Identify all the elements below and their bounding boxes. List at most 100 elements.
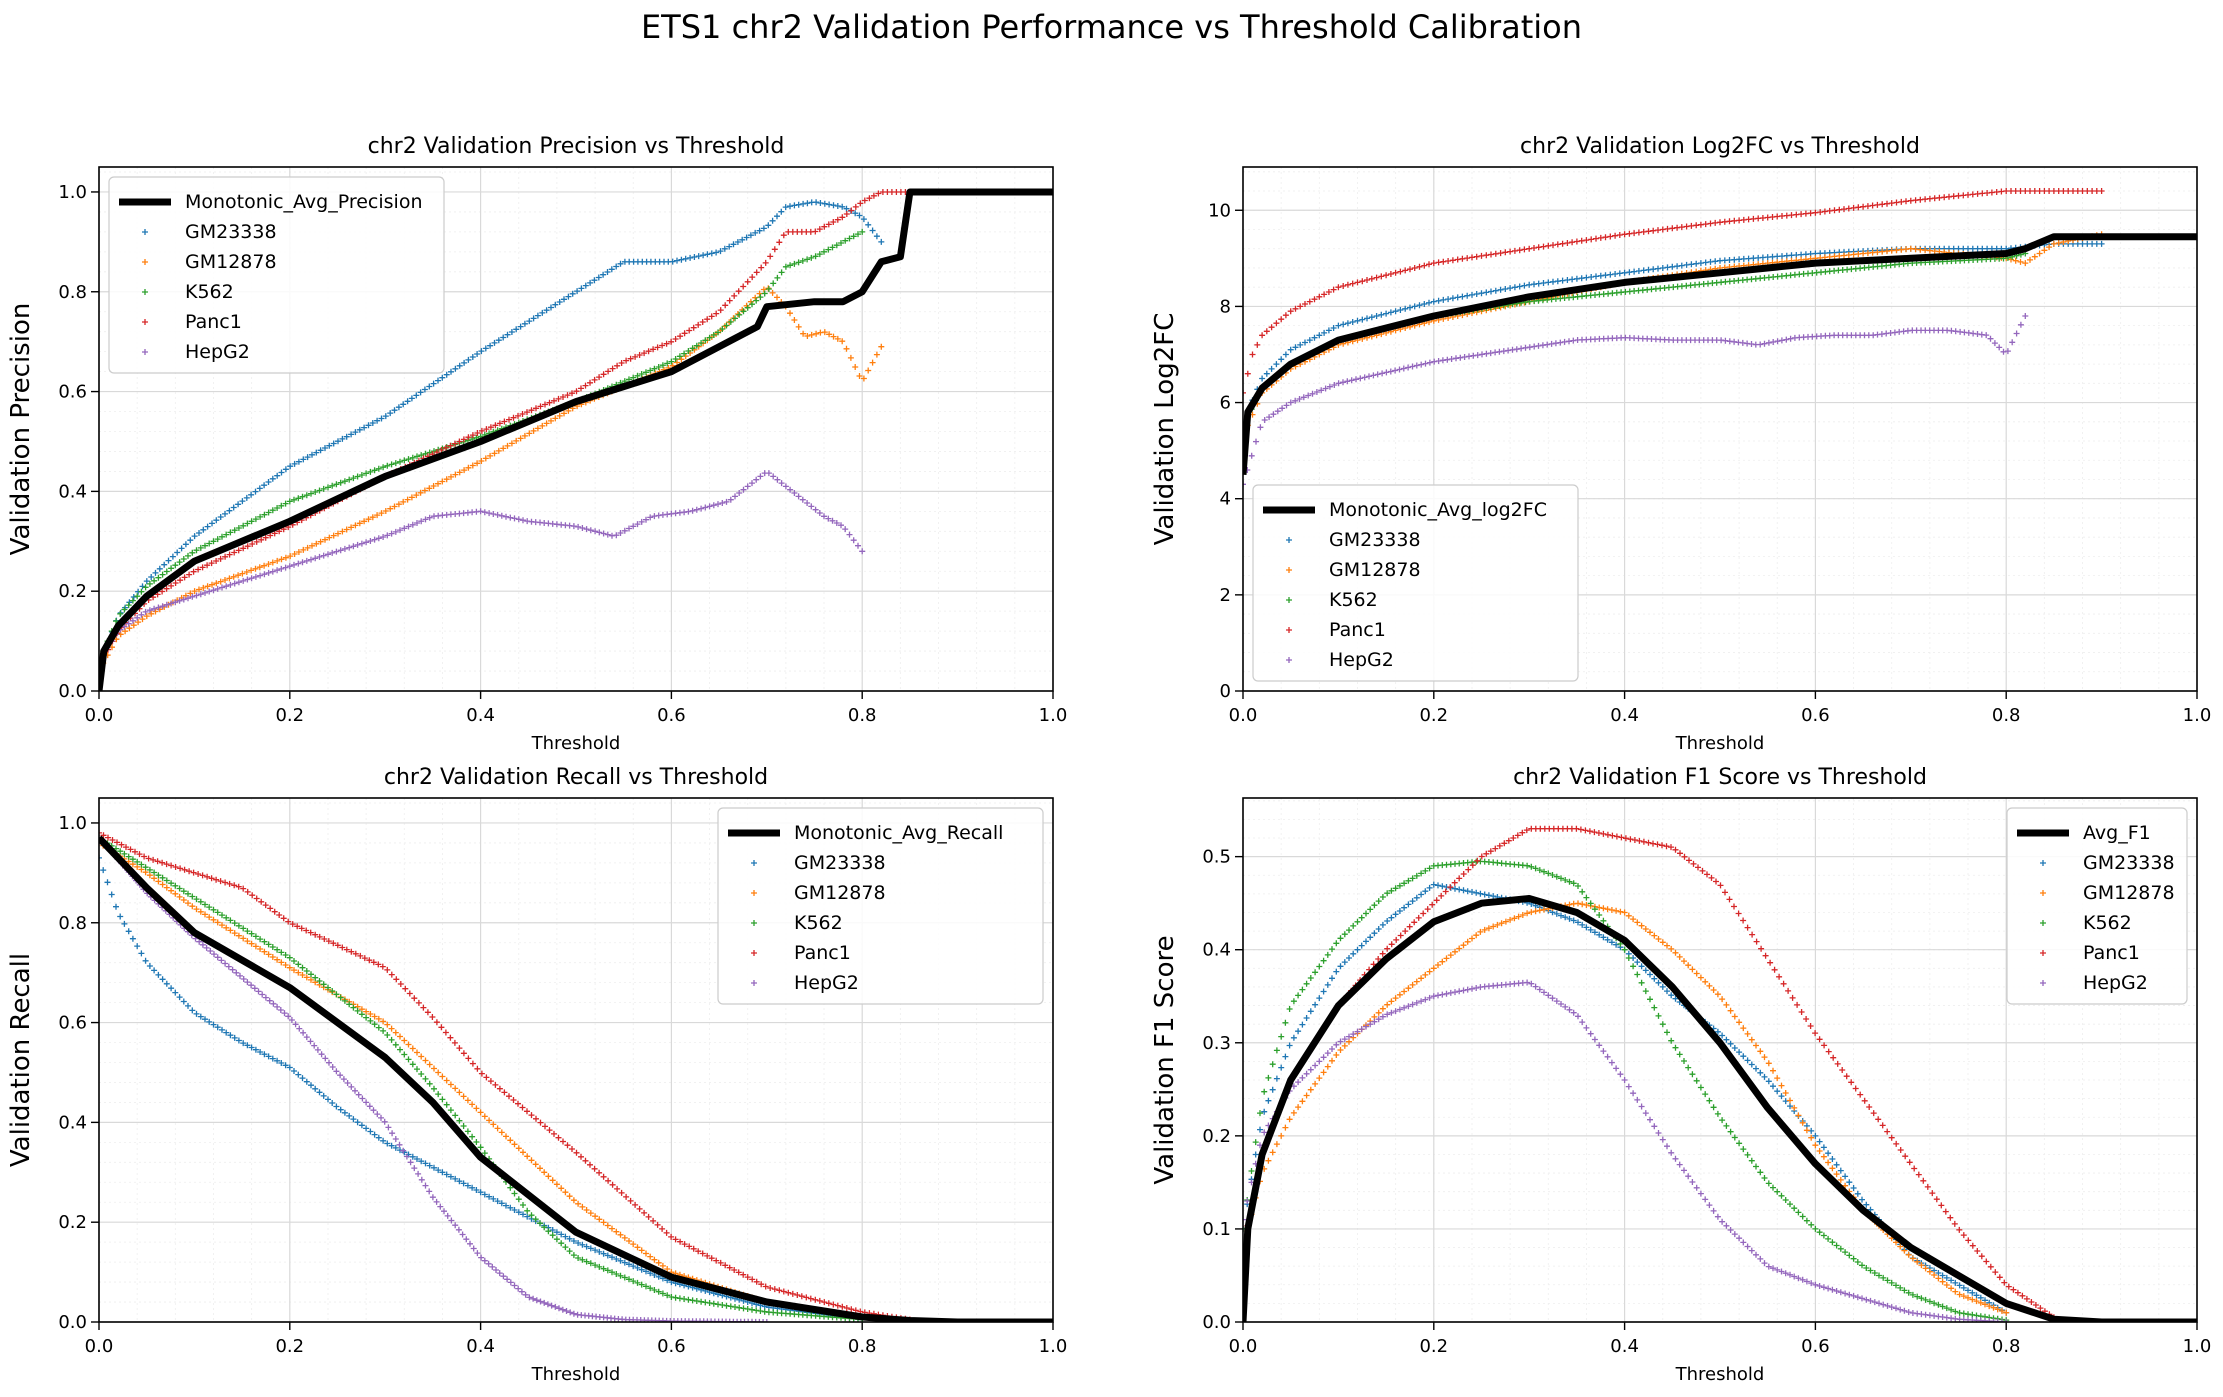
series-k562 xyxy=(1243,858,2010,1322)
y-tick-label: 0.6 xyxy=(58,1013,87,1034)
panel-title: chr2 Validation Log2FC vs Threshold xyxy=(1520,134,1920,159)
panel-4: 0.0 0.2 0.4 0.6 0.8 1.0 0.0 0.1 0.2 0.3 0.4 0.5 chr2… xyxy=(1150,765,2211,1385)
x-tick-label: 0.0 xyxy=(85,1336,114,1357)
legend-entry-avg-f1: Avg_F1 xyxy=(2017,822,2151,844)
y-tick-label: 8 xyxy=(1220,296,1231,317)
legend-label: K562 xyxy=(1329,589,1378,611)
y-tick-label: 0.6 xyxy=(58,382,87,403)
legend-label: GM23338 xyxy=(2083,852,2175,874)
legend-label: GM23338 xyxy=(1329,529,1421,551)
legend-entry-gm23338: GM23338 xyxy=(1286,529,1421,551)
series-hepg2 xyxy=(99,834,770,1322)
y-axis-label: Validation F1 Score xyxy=(1150,935,1180,1184)
legend-label: Panc1 xyxy=(185,311,242,333)
series-gm23338 xyxy=(99,199,885,669)
legend: Monotonic_Avg_Recall GM23338 GM12878 K562 Pa… xyxy=(717,807,1044,1005)
series-panc1 xyxy=(1243,825,2057,1321)
x-axis-label: Threshold xyxy=(1675,1364,1765,1385)
legend-label: GM12878 xyxy=(1329,559,1421,581)
plot-area xyxy=(1243,825,2197,1322)
legend: Monotonic_Avg_log2FC GM23338 GM12878 K562 Pa… xyxy=(1252,484,1579,682)
x-tick-label: 0.8 xyxy=(848,1336,877,1357)
x-tick-label: 0.2 xyxy=(275,1336,304,1357)
legend-entry-k562: K562 xyxy=(751,912,843,934)
series-markers xyxy=(1243,858,2010,1322)
series-markers xyxy=(99,199,885,669)
legend: Monotonic_Avg_Precision GM23338 GM12878 K56… xyxy=(108,176,445,374)
axes-frame xyxy=(98,166,1054,692)
series-markers xyxy=(1243,825,2057,1321)
legend-marker xyxy=(2040,980,2046,986)
legend-label: Avg_F1 xyxy=(2083,822,2151,844)
legend-label: Monotonic_Avg_Precision xyxy=(185,191,423,213)
legend-label: HepG2 xyxy=(2083,972,2148,994)
axes-frame xyxy=(98,797,1054,1323)
y-tick-label: 0.4 xyxy=(1202,940,1231,961)
legend-entry-panc1: Panc1 xyxy=(2040,942,2140,964)
series-markers xyxy=(99,854,866,1322)
legend-entry-gm12878: GM12878 xyxy=(142,251,277,273)
legend-entry-hepg2: HepG2 xyxy=(1286,649,1394,671)
avg-line xyxy=(99,835,1053,1322)
y-tick-label: 0.5 xyxy=(1202,847,1231,868)
x-tick-label: 0.6 xyxy=(657,705,686,726)
legend-label: HepG2 xyxy=(185,341,250,363)
legend-marker xyxy=(142,289,148,295)
panel-title: chr2 Validation Precision vs Threshold xyxy=(368,134,785,159)
legend-label: Monotonic_Avg_log2FC xyxy=(1329,499,1547,521)
x-tick-label: 0.8 xyxy=(848,705,877,726)
legend-marker xyxy=(751,890,757,896)
panel-title: chr2 Validation Recall vs Threshold xyxy=(384,765,768,790)
series-markers xyxy=(99,834,770,1322)
y-tick-label: 4 xyxy=(1220,489,1231,510)
x-tick-label: 0.6 xyxy=(1801,705,1830,726)
y-tick-label: 2 xyxy=(1220,585,1231,606)
legend-entry-panc1: Panc1 xyxy=(1286,619,1386,641)
y-axis-label: Validation Precision xyxy=(6,303,36,556)
legend-entry-hepg2: HepG2 xyxy=(751,972,859,994)
panel-1: 0.0 0.2 0.4 0.6 0.8 1.0 0.0 0.2 0.4 0.6 0.8 1.0 chr2… xyxy=(6,134,1067,754)
legend-marker xyxy=(1286,657,1292,663)
series-gm12878 xyxy=(1243,900,2010,1316)
legend-label: Panc1 xyxy=(2083,942,2140,964)
x-tick-label: 0.0 xyxy=(1229,705,1258,726)
legend-box xyxy=(1252,484,1579,682)
legend-label: GM23338 xyxy=(794,852,886,874)
legend-marker xyxy=(142,319,148,325)
plot-area xyxy=(99,829,1053,1322)
y-axis-label: Validation Recall xyxy=(6,953,36,1167)
series-hepg2 xyxy=(1243,979,2010,1322)
legend: Avg_F1 GM23338 GM12878 K562 Panc1 HepG2 xyxy=(2006,807,2188,1005)
y-tick-label: 0.3 xyxy=(1202,1033,1231,1054)
avg-line xyxy=(99,188,1053,691)
x-tick-label: 0.8 xyxy=(1992,1336,2021,1357)
legend-entry-monotonic-avg-recall: Monotonic_Avg_Recall xyxy=(728,822,1003,844)
legend-label: GM12878 xyxy=(2083,882,2175,904)
legend-marker xyxy=(142,229,148,235)
series-panc1 xyxy=(99,829,913,1322)
y-tick-label: 0.4 xyxy=(58,1112,87,1133)
x-axis-label: Threshold xyxy=(531,733,621,754)
x-tick-label: 0.0 xyxy=(1229,1336,1258,1357)
series-markers xyxy=(1243,188,2105,396)
avg-line xyxy=(1243,895,2197,1322)
y-tick-label: 0.8 xyxy=(58,913,87,934)
legend-label: Panc1 xyxy=(1329,619,1386,641)
legend-marker xyxy=(751,860,757,866)
figure-title: ETS1 chr2 Validation Performance vs Thre… xyxy=(640,8,1583,46)
panel-3: 0.0 0.2 0.4 0.6 0.8 1.0 0.0 0.2 0.4 0.6 0.8 1.0 chr2… xyxy=(6,765,1067,1385)
legend-entry-k562: K562 xyxy=(2040,912,2132,934)
legend-entry-gm23338: GM23338 xyxy=(2040,852,2175,874)
legend-entry-hepg2: HepG2 xyxy=(2040,972,2148,994)
y-tick-label: 0.0 xyxy=(58,681,87,702)
y-tick-label: 0.2 xyxy=(58,1212,87,1233)
x-tick-label: 0.4 xyxy=(1610,705,1639,726)
axes-frame xyxy=(1242,797,2198,1323)
series-markers xyxy=(99,829,913,1322)
legend-entry-monotonic-avg-log2fc: Monotonic_Avg_log2FC xyxy=(1263,499,1547,521)
legend-entry-gm12878: GM12878 xyxy=(2040,882,2175,904)
legend-marker xyxy=(2040,950,2046,956)
legend-marker xyxy=(2040,920,2046,926)
legend-marker xyxy=(1286,627,1292,633)
y-tick-label: 0.0 xyxy=(1202,1312,1231,1333)
